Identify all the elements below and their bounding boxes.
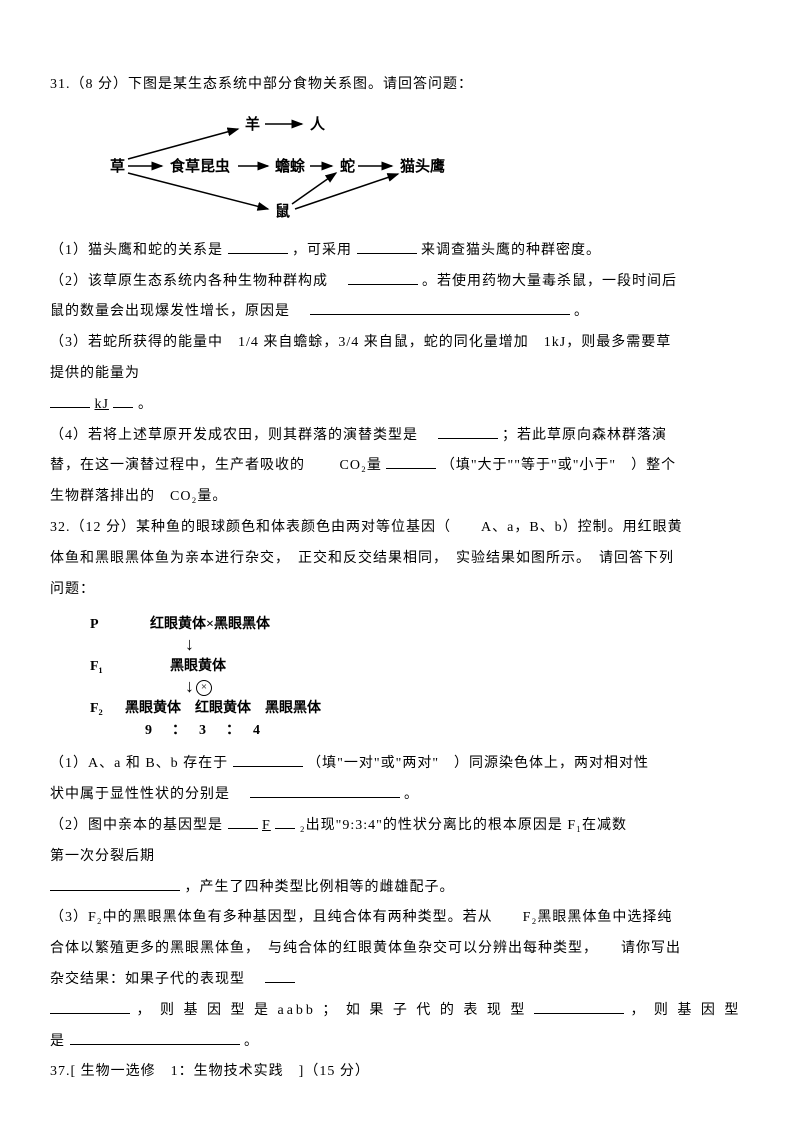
- q31-2b: 鼠的数量会出现爆发性增长，原因是 。: [50, 297, 750, 328]
- node-grass: 草: [110, 157, 125, 175]
- q32-2b: 第一次分裂后期: [50, 842, 750, 873]
- q32-3d: ， 则 基 因 型 是 aabb ； 如 果 子 代 的 表 现 型 ， 则 基…: [50, 996, 750, 1027]
- blank: [265, 968, 295, 983]
- blank: [275, 814, 295, 829]
- q31-4c: 生物群落排出的 CO₂量。: [50, 482, 750, 513]
- q31-3c: kJ 。: [50, 390, 750, 421]
- blank: [50, 393, 90, 408]
- q31-3b: 提供的能量为: [50, 359, 750, 390]
- q32-header1: 32.（12 分）某种鱼的眼球颜色和体表颜色由两对等位基因（ A、a，B、b）控…: [50, 513, 750, 544]
- q32-3e: 是 。: [50, 1027, 750, 1058]
- blank: [50, 876, 180, 891]
- blank: [438, 424, 498, 439]
- blank: [233, 752, 303, 767]
- q32-header2: 体鱼和黑眼黑体鱼为亲本进行杂交， 正交和反交结果相同， 实验结果如图所示。 请回…: [50, 544, 750, 575]
- down-arrow-self-icon: ↓×: [185, 677, 750, 697]
- q32-3a: （3）F₂中的黑眼黑体鱼有多种基因型，且纯合体有两种类型。若从 F₂黑眼黑体鱼中…: [50, 903, 750, 934]
- genetic-cross-diagram: P 红眼黄体×黑眼黑体 ↓ F₁ 黑眼黄体 ↓× F₂ 黑眼黄体 红眼黄体 黑眼…: [90, 613, 750, 741]
- q31-4a: （4）若将上述草原开发成农田，则其群落的演替类型是 ；若此草原向森林群落演: [50, 421, 750, 452]
- blank: [50, 999, 130, 1014]
- q32-3c: 杂交结果：如果子代的表现型: [50, 965, 750, 996]
- node-sheep: 羊: [245, 115, 260, 133]
- node-human: 人: [310, 116, 326, 133]
- blank: [113, 393, 133, 408]
- q31-2a: （2）该草原生态系统内各种生物种群构成 。若使用药物大量毒杀鼠，一段时间后: [50, 267, 750, 298]
- blank: [386, 454, 436, 469]
- q31-1: （1）猫头鹰和蛇的关系是 ，可采用 来调查猫头鹰的种群密度。: [50, 236, 750, 267]
- q32-1a: （1）A、a 和 B、b 存在于 （填"一对"或"两对" ）同源染色体上，两对相…: [50, 749, 750, 780]
- node-snake: 蛇: [340, 157, 355, 175]
- node-toad: 蟾蜍: [275, 157, 305, 175]
- node-owl: 猫头鹰: [400, 157, 445, 175]
- blank: [70, 1030, 240, 1045]
- down-arrow-icon: ↓: [185, 635, 750, 655]
- q32-2a: （2）图中亲本的基因型是 F ₂出现"9:3:4"的性状分离比的根本原因是 F₁…: [50, 811, 750, 842]
- q31-4b: 替，在这一演替过程中，生产者吸收的 CO₂量 （填"大于""等于"或"小于" ）…: [50, 451, 750, 482]
- blank: [534, 999, 624, 1014]
- q31-header: 31.（8 分）下图是某生态系统中部分食物关系图。请回答问题：: [50, 70, 750, 101]
- node-insect: 食草昆虫: [170, 157, 230, 175]
- q32-1b: 状中属于显性性状的分别是 。: [50, 780, 750, 811]
- blank: [228, 814, 258, 829]
- blank: [357, 239, 417, 254]
- blank: [228, 239, 288, 254]
- blank: [250, 783, 400, 798]
- blank: [310, 300, 570, 315]
- q37-header: 37.[ 生物一选修 1：生物技术实践 ]（15 分）: [50, 1057, 750, 1088]
- food-web-diagram: .n{font:bold 15px "SimSun";} .l{stroke:#…: [110, 111, 750, 226]
- q32-3b: 合体以繁殖更多的黑眼黑体鱼， 与纯合体的红眼黄体鱼杂交可以分辨出每种类型， 请你…: [50, 934, 750, 965]
- q31-3a: （3）若蛇所获得的能量中 1/4 来自蟾蜍，3/4 来自鼠，蛇的同化量增加 1k…: [50, 328, 750, 359]
- node-mouse: 鼠: [275, 202, 290, 220]
- q32-header3: 问题：: [50, 575, 750, 606]
- q32-2c: ，产生了四种类型比例相等的雌雄配子。: [50, 873, 750, 904]
- blank: [348, 270, 418, 285]
